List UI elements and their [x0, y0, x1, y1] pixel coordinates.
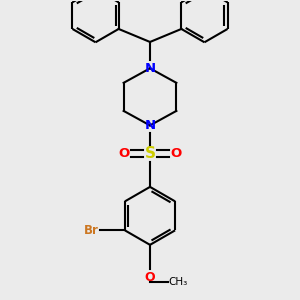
Text: N: N [144, 62, 156, 75]
Text: CH₃: CH₃ [168, 277, 188, 287]
Text: O: O [171, 147, 182, 160]
Text: O: O [145, 271, 155, 284]
Text: Br: Br [84, 224, 99, 237]
Text: O: O [118, 147, 129, 160]
Text: S: S [145, 146, 155, 161]
Text: N: N [144, 119, 156, 132]
